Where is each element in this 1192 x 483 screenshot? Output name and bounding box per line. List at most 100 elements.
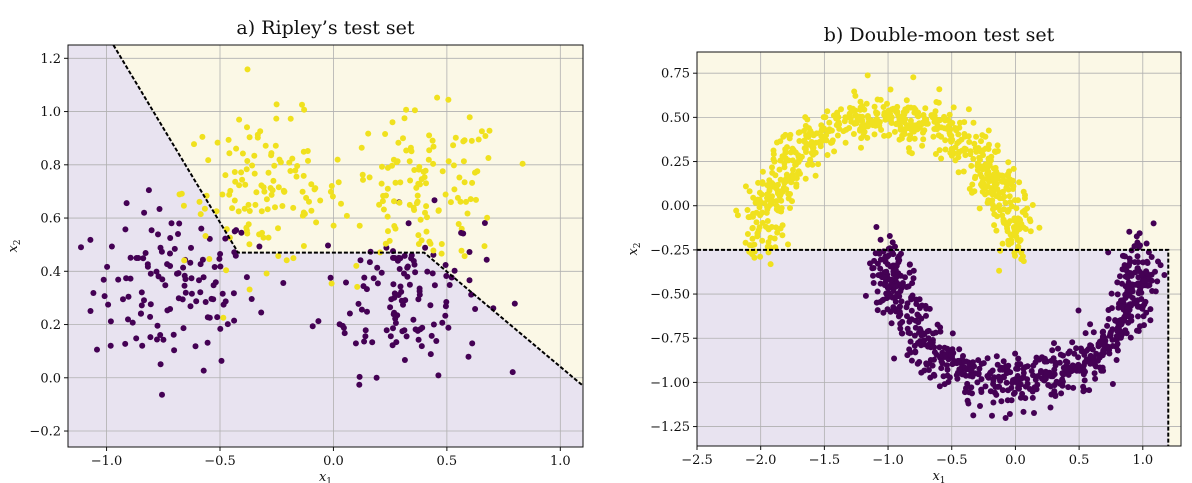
point-class1 <box>907 104 914 111</box>
point-class1 <box>1022 192 1028 199</box>
point-class1 <box>999 212 1006 219</box>
point-class1 <box>464 210 471 217</box>
point-class1 <box>756 200 763 207</box>
point-class1 <box>411 107 418 114</box>
point-class1 <box>1000 173 1007 179</box>
point-class1 <box>360 176 366 183</box>
point-class0 <box>1109 343 1116 349</box>
point-class1 <box>242 181 249 188</box>
point-class0 <box>1047 404 1054 411</box>
x-tick-label: 0.0 <box>1005 453 1026 468</box>
point-class1 <box>328 280 335 287</box>
point-class0 <box>877 236 884 243</box>
point-class0 <box>1134 303 1141 310</box>
point-class1 <box>438 250 445 257</box>
point-class1 <box>980 152 986 159</box>
point-class1 <box>953 127 960 134</box>
point-class0 <box>87 236 94 243</box>
point-class0 <box>1109 326 1116 333</box>
point-class0 <box>396 266 403 272</box>
point-class1 <box>279 203 286 209</box>
point-class1 <box>780 184 787 191</box>
point-class1 <box>844 114 851 121</box>
point-class0 <box>1060 371 1067 378</box>
point-class0 <box>147 334 154 341</box>
point-class1 <box>305 157 311 164</box>
point-class1 <box>815 161 822 168</box>
point-class0 <box>870 272 876 279</box>
point-class0 <box>892 267 899 273</box>
point-class1 <box>766 185 773 192</box>
point-class1 <box>744 231 751 237</box>
point-class1 <box>229 205 236 212</box>
point-class0 <box>1105 316 1112 322</box>
point-class1 <box>300 172 307 179</box>
point-class1 <box>954 140 961 147</box>
point-class0 <box>389 342 396 349</box>
point-class1 <box>867 117 874 124</box>
point-class1 <box>795 158 802 165</box>
point-class1 <box>766 177 773 184</box>
point-class1 <box>938 155 945 162</box>
point-class0 <box>1052 362 1059 369</box>
point-class1 <box>749 242 756 249</box>
point-class1 <box>354 283 361 290</box>
point-class1 <box>424 214 430 221</box>
point-class1 <box>406 158 413 165</box>
point-class0 <box>160 336 167 343</box>
point-class0 <box>388 296 395 303</box>
point-class0 <box>1140 313 1147 320</box>
y-axis-label: x2 <box>626 242 643 255</box>
y-tick-label: −0.25 <box>650 243 690 258</box>
point-class0 <box>1081 377 1088 384</box>
point-class0 <box>969 359 976 366</box>
point-class0 <box>428 332 435 339</box>
point-class0 <box>104 263 111 270</box>
point-class1 <box>1004 228 1011 235</box>
point-class1 <box>356 222 363 229</box>
point-class0 <box>1087 360 1094 367</box>
point-class1 <box>299 101 305 108</box>
point-class1 <box>392 179 399 186</box>
point-class1 <box>974 160 981 167</box>
point-class0 <box>977 403 983 409</box>
point-class0 <box>930 330 937 337</box>
point-class1 <box>968 162 975 169</box>
point-class0 <box>231 228 238 235</box>
point-class0 <box>912 349 919 356</box>
point-class0 <box>362 327 369 334</box>
point-class1 <box>391 198 397 205</box>
point-class1 <box>425 156 432 163</box>
point-class1 <box>942 146 949 153</box>
point-class0 <box>1075 354 1082 361</box>
point-class1 <box>206 256 213 262</box>
point-class1 <box>965 133 972 140</box>
point-class0 <box>1100 347 1107 354</box>
point-class1 <box>818 128 825 135</box>
point-class0 <box>923 305 930 312</box>
point-class0 <box>936 383 943 390</box>
point-class0 <box>147 301 154 308</box>
point-class1 <box>403 106 410 113</box>
x-tick-label: 1.0 <box>1132 453 1153 468</box>
point-class1 <box>871 131 878 138</box>
point-class1 <box>258 208 265 215</box>
point-class0 <box>890 304 897 311</box>
point-class1 <box>1017 217 1024 224</box>
point-class1 <box>975 145 982 151</box>
point-class0 <box>422 244 429 251</box>
point-class1 <box>828 127 835 134</box>
point-class0 <box>1064 359 1071 366</box>
point-class1 <box>857 98 864 105</box>
point-class1 <box>770 151 777 158</box>
point-class0 <box>1134 253 1141 260</box>
point-class0 <box>100 276 107 283</box>
point-class0 <box>325 242 331 249</box>
point-class1 <box>824 152 831 158</box>
point-class1 <box>870 122 876 129</box>
point-class1 <box>439 168 446 175</box>
point-class1 <box>253 189 260 196</box>
point-class0 <box>1126 228 1133 235</box>
point-class0 <box>352 340 359 347</box>
point-class1 <box>990 165 997 172</box>
